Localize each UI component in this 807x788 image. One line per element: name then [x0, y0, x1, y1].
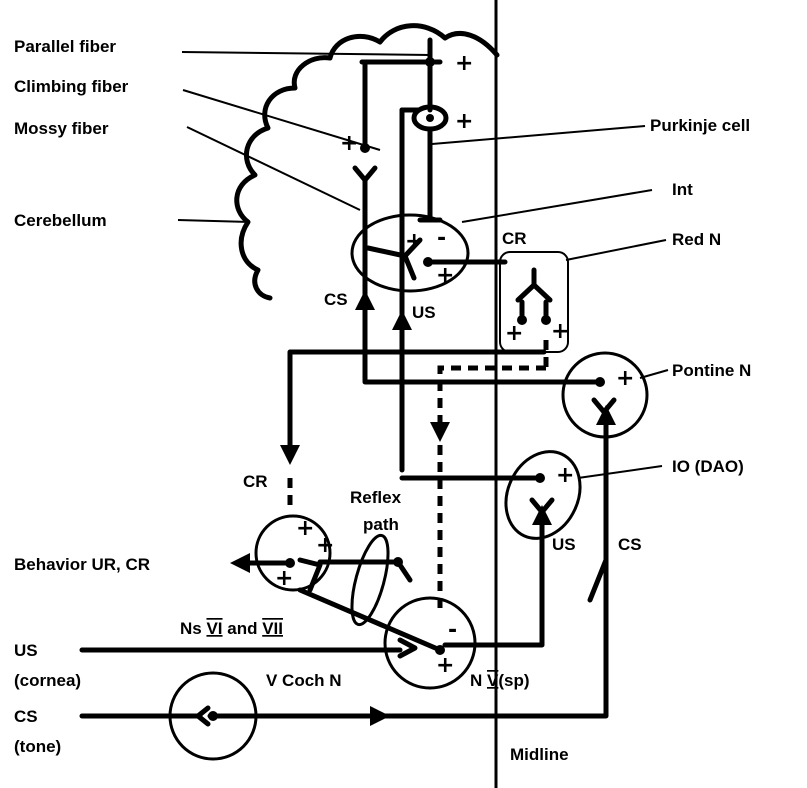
label-behavior: Behavior UR, CR [14, 555, 150, 574]
parallel-fiber-synapse [425, 57, 435, 67]
facial-soma [285, 558, 295, 568]
sign-plus-facial-1: + [296, 516, 314, 541]
pontine-pointer [639, 369, 669, 379]
pontine-soma [595, 377, 605, 387]
spinal-trigeminal-nucleus [383, 596, 477, 690]
label-cs-right: CS [618, 535, 642, 554]
sign-plus-pontine: + [616, 366, 634, 391]
label-parallel-fiber: Parallel fiber [14, 37, 116, 56]
facial-nuclei [254, 514, 332, 592]
reflex-path [350, 533, 390, 627]
purkinje-cell-pointer [431, 125, 646, 145]
label-midline: Midline [510, 745, 569, 764]
cerebellum-outline [234, 23, 500, 301]
pontine-dendrite [591, 397, 617, 415]
cerebellum-pointer [177, 219, 251, 223]
label-int: Int [672, 180, 693, 199]
label-climbing-fiber: Climbing fiber [14, 77, 129, 96]
label-io-dao: IO (DAO) [672, 457, 744, 476]
red-n-output-line [280, 349, 547, 465]
red-n-synapse-2 [541, 315, 551, 325]
trigeminal-dendrite [397, 637, 418, 659]
label-mossy-fiber: Mossy fiber [14, 119, 109, 138]
sign-plus-io: + [556, 463, 574, 488]
trigeminal-soma [435, 645, 445, 655]
label-cs-upper: CS [324, 290, 348, 309]
label-cs-input: CS [14, 707, 38, 726]
sign-plus-red-2: + [551, 319, 569, 344]
int-dendrite-2 [402, 253, 417, 281]
label-cr-mid: CR [243, 472, 268, 491]
facial-dendrite [297, 557, 323, 593]
trigeminal-to-facial [297, 587, 443, 653]
label-us-right: US [552, 535, 576, 554]
label-v-coch-n: V Coch N [266, 671, 342, 690]
sign-plus-facial-2: + [316, 533, 334, 558]
climbing-fiber-pointer [182, 89, 381, 151]
sign-plus-int-2: + [436, 263, 454, 288]
int-soma [423, 257, 433, 267]
mossy-fiber-pointer [186, 126, 361, 211]
label-purkinje-cell: Purkinje cell [650, 116, 750, 135]
sign-plus-granule: + [340, 131, 358, 156]
label-n-v-sp: N V(sp) [470, 671, 530, 690]
io-soma [535, 473, 545, 483]
label-tone: (tone) [14, 737, 61, 756]
sign-plus-parallel: + [455, 51, 473, 76]
sign-plus-red-1: + [505, 321, 523, 346]
label-cr-red: CR [502, 229, 527, 248]
io-dendrite [529, 497, 555, 515]
label-pontine-n: Pontine N [672, 361, 751, 380]
cochlear-soma [208, 711, 218, 721]
sign-plus-purkinje: + [455, 109, 473, 134]
reflex-soma [393, 557, 403, 567]
interpositus-nucleus [350, 213, 470, 293]
sign-plus-int-1: + [405, 229, 423, 254]
parallel-fiber-line [181, 51, 431, 56]
int-pointer [461, 189, 653, 223]
sign-plus-trigeminal: + [436, 653, 454, 678]
red-n-pointer [565, 239, 667, 261]
us-right-path [442, 505, 552, 648]
label-reflex: Reflex [350, 488, 402, 507]
label-us-upper: US [412, 303, 436, 322]
label-path: path [363, 515, 399, 534]
label-red-n: Red N [672, 230, 721, 249]
red-n-synapse-1 [517, 315, 527, 325]
red-to-trigeminal [430, 365, 546, 442]
label-us-input: US [14, 641, 38, 660]
label-cerebellum: Cerebellum [14, 211, 107, 230]
sign-minus-int: - [437, 226, 446, 251]
label-cornea: (cornea) [14, 671, 81, 690]
sign-plus-facial-3: + [275, 566, 293, 591]
purkinje-nucleus [426, 114, 434, 122]
sign-minus-trigeminal: - [448, 618, 457, 643]
cs-right-arrowhead-2 [587, 557, 609, 603]
cochlear-dendrite [195, 705, 211, 727]
label-ns-vi-vii: Ns VI and VII [180, 619, 283, 638]
io-pointer [577, 465, 663, 479]
